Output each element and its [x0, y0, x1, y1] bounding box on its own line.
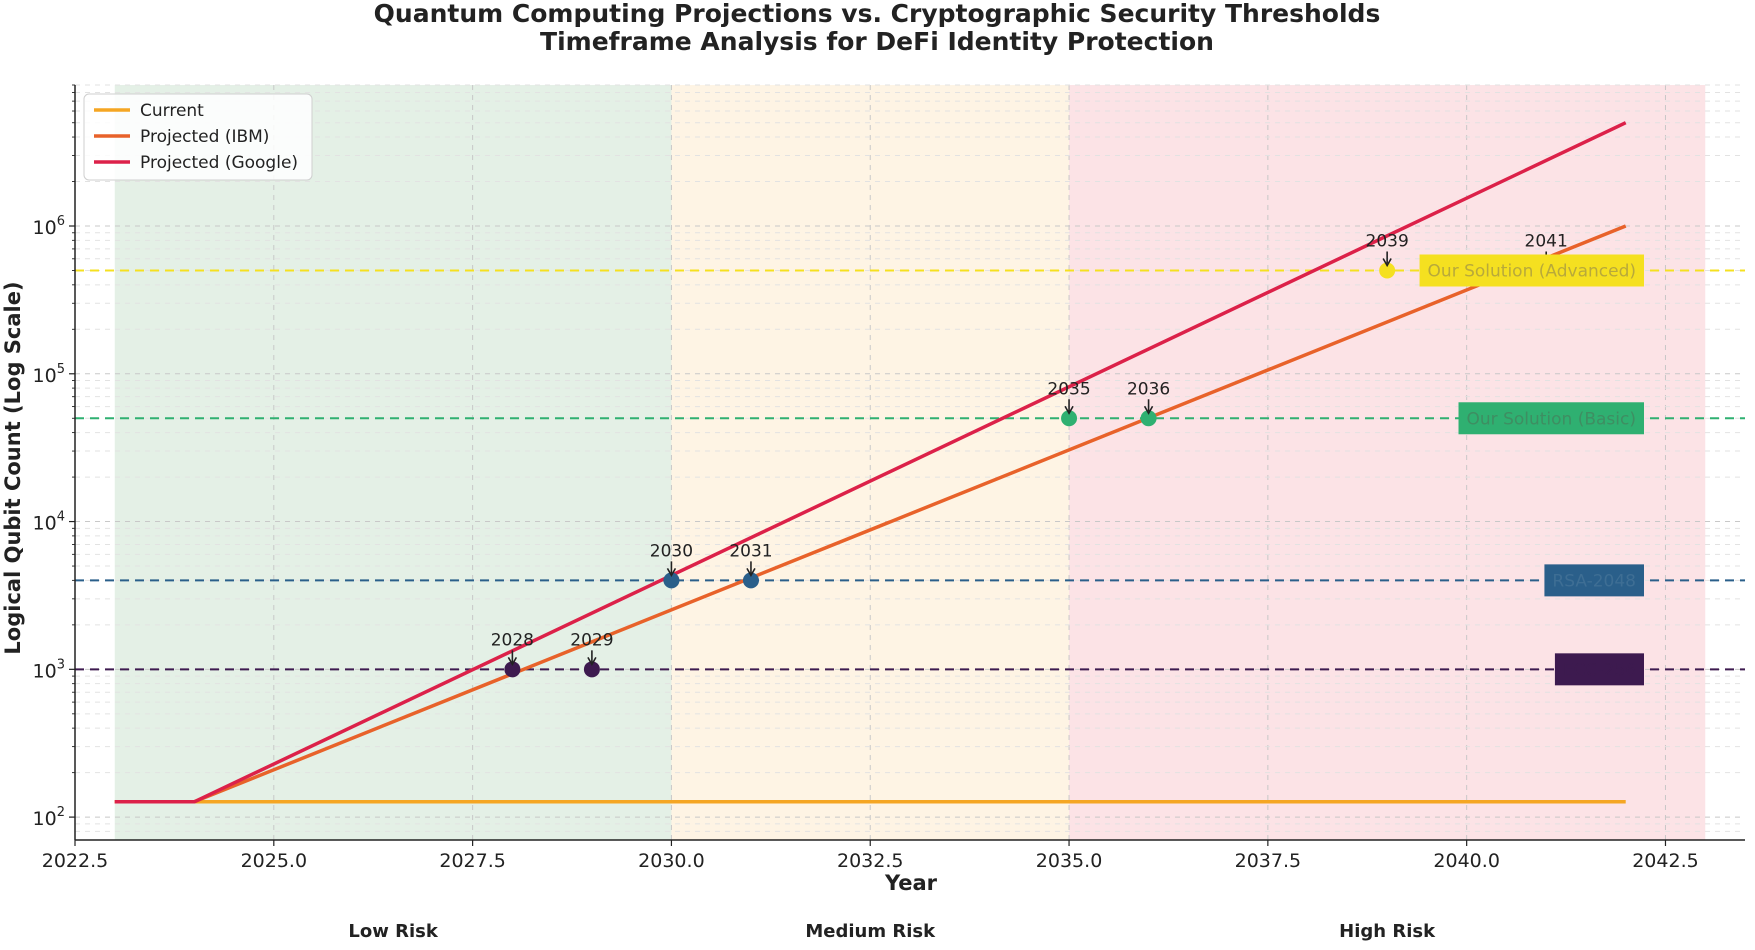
- threshold-badge-box: [1544, 564, 1644, 597]
- risk-zone-labels: Low Risk Medium Risk High Risk: [348, 921, 1436, 942]
- crossing-marker: [1061, 410, 1078, 427]
- crossing-year-label: 2031: [729, 541, 772, 561]
- crossing-marker: [742, 572, 759, 589]
- y-tick-label: 104: [33, 510, 65, 535]
- x-tick-label: 2035.0: [1036, 850, 1102, 872]
- x-tick-label: 2040.0: [1433, 850, 1499, 872]
- threshold-badge: Our Solution (Basic): [1458, 402, 1644, 435]
- y-tick-exponent: 2: [57, 805, 65, 820]
- crossing-marker: [583, 661, 600, 678]
- x-tick-label: 2037.5: [1235, 850, 1301, 872]
- y-tick-label: 105: [33, 362, 65, 387]
- threshold-badge: Our Solution (Advanced): [1419, 254, 1644, 287]
- y-tick-exponent: 3: [57, 657, 65, 672]
- x-tick-label: 2027.5: [439, 850, 505, 872]
- tick-labels: 2022.5 2025.0 2027.5 2030.0 2032.5 2035.0 2037…: [33, 84, 1699, 872]
- legend-label: Current: [140, 101, 204, 121]
- legend-label: Projected (IBM): [140, 127, 269, 147]
- y-tick-label: 103: [33, 657, 65, 682]
- threshold-badge-label: Our Solution (Basic): [1467, 409, 1636, 429]
- risk-zone-label: Medium Risk: [805, 921, 936, 942]
- legend-box: [83, 93, 313, 181]
- threshold-badge-box: [1419, 254, 1644, 287]
- y-tick-label: 102: [33, 805, 65, 830]
- risk-zone-label: High Risk: [1339, 921, 1436, 942]
- chart-subtitle: Timeframe Analysis for DeFi Identity Pro…: [540, 27, 1214, 56]
- risk-zone-label: Low Risk: [348, 921, 438, 942]
- threshold-badge-label: ECC-256: [1563, 660, 1636, 680]
- threshold-badge-box: [1554, 653, 1644, 686]
- risk-zone-0: [114, 85, 672, 840]
- crossing-arrow-head: [507, 656, 518, 666]
- threshold-badge: RSA-2048: [1544, 564, 1644, 597]
- crossing-marker: [504, 661, 521, 678]
- y-axis-label: Logical Qubit Count (Log Scale): [1, 281, 25, 654]
- x-tick-label: 2032.5: [837, 850, 903, 872]
- threshold-lines: [75, 269, 1745, 671]
- crossing-arrow-head: [1064, 405, 1074, 415]
- threshold-badge-label: Our Solution (Advanced): [1428, 261, 1636, 281]
- threshold-badges: ECC-256 RSA-2048 Our Solution (Basic) Our S…: [1419, 254, 1644, 686]
- y-tick-label: 106: [33, 214, 65, 239]
- crossing-year-label: 2041: [1525, 231, 1568, 251]
- y-tick-base: 10: [33, 217, 57, 239]
- y-tick-base: 10: [33, 660, 57, 682]
- threshold-badge: ECC-256: [1554, 653, 1644, 686]
- x-tick-label: 2042.5: [1632, 850, 1698, 872]
- crossing-arrow-head: [587, 656, 597, 666]
- legend-label: Projected (Google): [140, 153, 298, 173]
- x-tick-label: 2030.0: [638, 850, 704, 872]
- crossing-marker: [1379, 262, 1396, 279]
- crossing-year-label: 2030: [650, 541, 693, 561]
- crossing-year-label: 2036: [1127, 379, 1170, 399]
- crossing-year-label: 2028: [491, 630, 534, 650]
- y-tick-base: 10: [33, 808, 57, 830]
- legend: Current Projected (IBM) Projected (Google): [83, 93, 313, 181]
- crossing-year-label: 2039: [1366, 231, 1409, 251]
- x-tick-label: 2022.5: [42, 850, 108, 872]
- chart-title: Quantum Computing Projections vs. Crypto…: [374, 0, 1381, 28]
- grid: [74, 84, 1745, 841]
- y-tick-base: 10: [33, 513, 57, 535]
- y-tick-exponent: 5: [57, 362, 65, 377]
- crossing-arrow-head: [1143, 405, 1154, 415]
- crossing-arrow-head: [666, 567, 677, 577]
- threshold-badge-label: RSA-2048: [1552, 571, 1636, 591]
- crossing-arrow-head: [746, 567, 756, 577]
- threshold-badge-box: [1458, 402, 1644, 435]
- x-tick-label: 2025.0: [241, 850, 307, 872]
- crossing-year-label: 2035: [1047, 379, 1090, 399]
- crossing-markers: 2028 2029 2030 2031 2035 2036 2039 2041: [491, 231, 1568, 678]
- crossing-year-label: 2029: [570, 630, 613, 650]
- y-tick-base: 10: [33, 365, 57, 387]
- crossing-marker: [1140, 410, 1157, 427]
- crossing-marker: [663, 572, 680, 589]
- x-axis-label: Year: [884, 871, 938, 895]
- risk-zone-2: [1069, 85, 1706, 840]
- series-line: [114, 121, 1627, 804]
- y-tick-exponent: 6: [57, 214, 65, 229]
- y-tick-exponent: 4: [57, 510, 65, 525]
- crossing-arrow-head: [1382, 258, 1392, 268]
